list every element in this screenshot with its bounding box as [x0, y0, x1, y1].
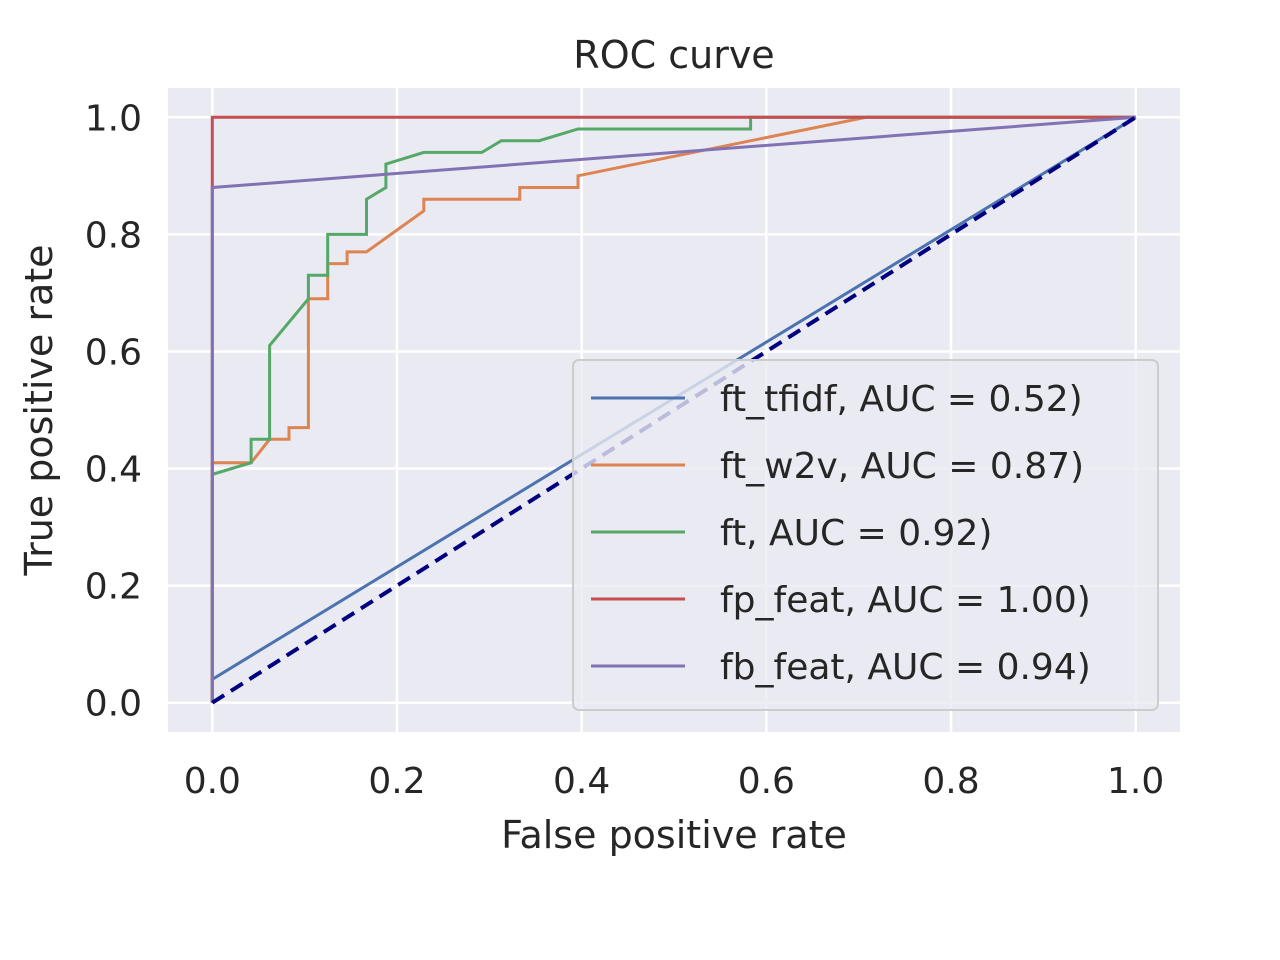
x-tick-label: 0.0 — [184, 761, 241, 802]
series-group — [210, 115, 1137, 705]
series-line — [210, 115, 1136, 703]
y-tick-label: 0.2 — [85, 567, 142, 608]
x-tick-label: 0.8 — [922, 761, 979, 802]
x-tick-label: 1.0 — [1107, 761, 1164, 802]
legend-label: ft_tfidf, AUC = 0.52) — [720, 379, 1083, 420]
x-tick-labels: 0.0 0.2 0.4 0.6 0.8 1.0 — [184, 761, 1165, 802]
y-tick-labels: 0.0 0.2 0.4 0.6 0.8 1.0 — [85, 98, 142, 724]
series-line — [210, 115, 1136, 703]
legend-box — [572, 359, 1159, 711]
legend-label: fb_feat, AUC = 0.94) — [720, 647, 1091, 688]
legend-label: ft_w2v, AUC = 0.87) — [720, 446, 1084, 487]
series-line — [210, 115, 1136, 703]
legend-label: ft, AUC = 0.92) — [720, 513, 992, 554]
y-tick-label: 1.0 — [85, 98, 142, 139]
x-axis-label: False positive rate — [501, 813, 847, 857]
chart-title: ROC curve — [573, 33, 774, 77]
y-axis-label: True positive rate — [17, 244, 61, 576]
y-tick-label: 0.6 — [85, 332, 142, 373]
reference-diagonal-line — [211, 115, 1137, 705]
legend: ft_tfidf, AUC = 0.52) ft_w2v, AUC = 0.87)… — [572, 359, 1159, 711]
x-tick-label: 0.6 — [738, 761, 795, 802]
y-tick-label: 0.8 — [85, 215, 142, 256]
x-tick-label: 0.4 — [553, 761, 610, 802]
x-tick-label: 0.2 — [368, 761, 425, 802]
y-tick-label: 0.0 — [85, 684, 142, 725]
legend-label: fp_feat, AUC = 1.00) — [720, 580, 1091, 621]
y-tick-label: 0.4 — [85, 450, 142, 491]
